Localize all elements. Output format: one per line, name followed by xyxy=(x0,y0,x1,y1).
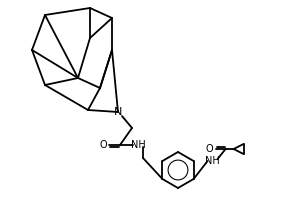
Text: O: O xyxy=(206,144,213,154)
Text: NH: NH xyxy=(205,156,220,166)
Text: NH: NH xyxy=(130,140,146,150)
Text: O: O xyxy=(99,140,107,150)
Text: N: N xyxy=(114,107,122,117)
